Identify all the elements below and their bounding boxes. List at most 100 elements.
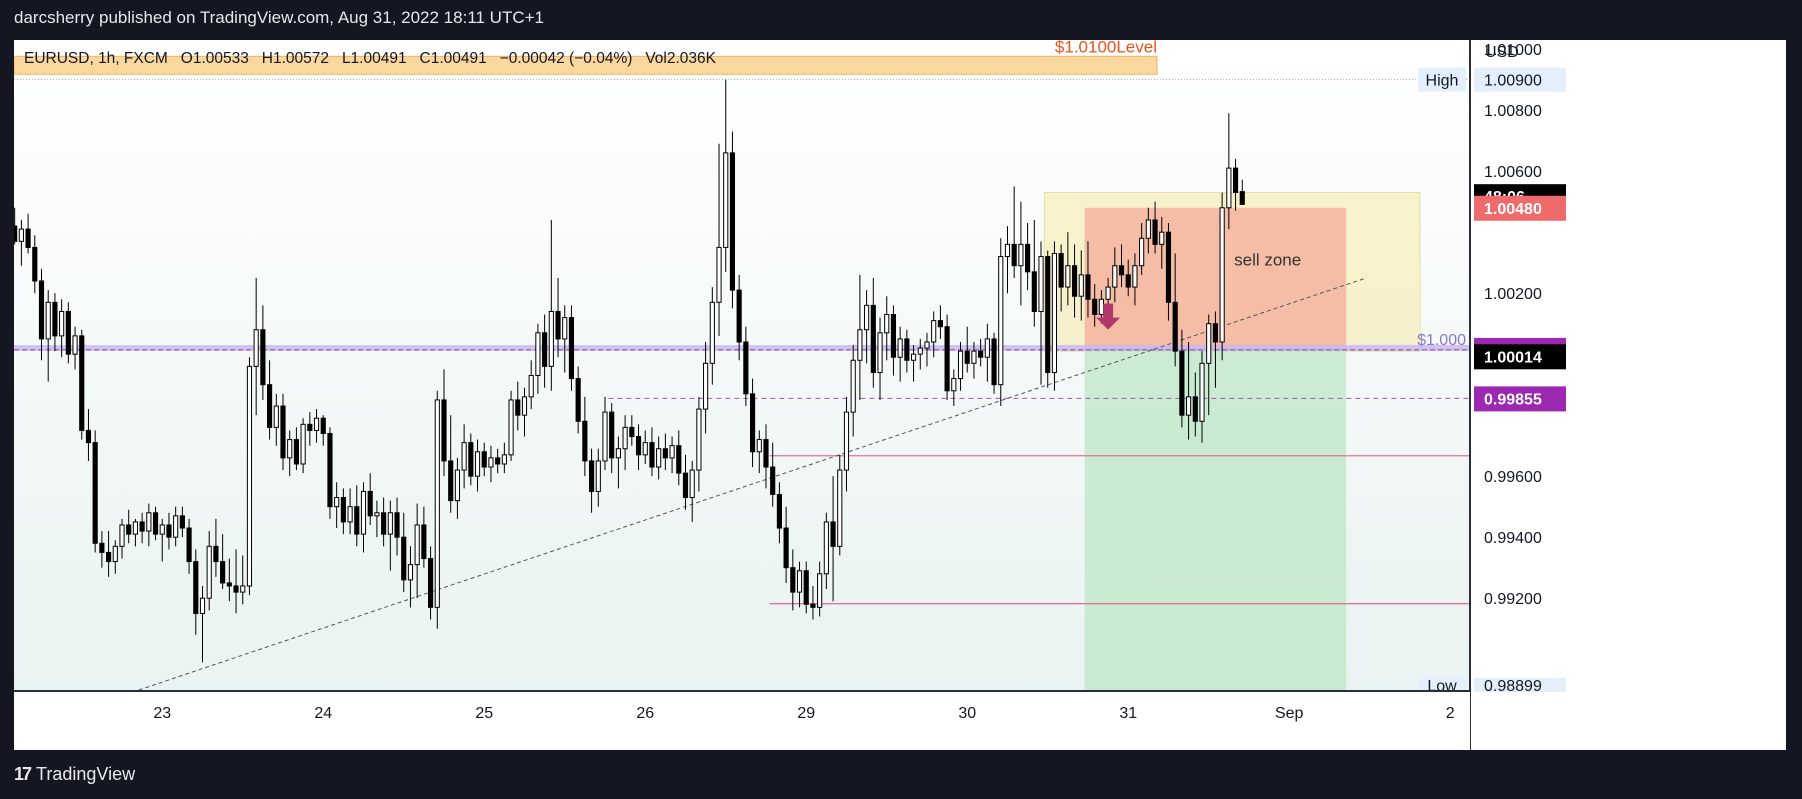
high-price-tag-bg — [1474, 67, 1566, 92]
candle-body-down — [776, 493, 782, 529]
candle-body-down — [126, 524, 132, 535]
candle-body-up — [917, 347, 923, 355]
candle-body-up — [984, 338, 990, 358]
candle-body-down — [186, 527, 192, 563]
candle — [1031, 219, 1037, 327]
candle-body-down — [582, 420, 588, 462]
high-tag-label: High — [1426, 73, 1459, 90]
candle — [166, 512, 172, 550]
candle — [1078, 250, 1084, 321]
candle-body-down — [676, 445, 682, 474]
candle-body-up — [1065, 265, 1071, 288]
candle-body-down — [1179, 350, 1185, 416]
candle-body-down — [52, 301, 58, 337]
candle — [937, 305, 943, 339]
candle — [1085, 241, 1091, 318]
candle-body-down — [327, 432, 333, 508]
candle-body-down — [1125, 274, 1131, 288]
legend-low: L1.00491 — [341, 50, 407, 67]
candle — [736, 274, 742, 361]
candle — [528, 360, 534, 410]
candle-body-up — [1112, 265, 1118, 288]
candle-body-down — [193, 561, 199, 614]
candle-body-up — [850, 359, 856, 413]
candle-body-down — [481, 451, 487, 468]
candle-body-up — [703, 362, 709, 410]
candle-body-up — [709, 301, 715, 364]
candle-body-down — [307, 423, 313, 431]
price-tick-label: 0.99200 — [1484, 591, 1542, 608]
candle — [199, 585, 206, 663]
candle — [548, 219, 554, 391]
candle-body-up — [1186, 396, 1192, 416]
candle — [1018, 201, 1024, 306]
candle-body-down — [25, 228, 31, 248]
candle — [776, 482, 782, 544]
candle — [1212, 311, 1219, 388]
candle — [521, 387, 528, 437]
candle — [555, 277, 561, 358]
candle-body-up — [877, 332, 883, 373]
time-tick-label: Sep — [1275, 705, 1304, 722]
candle-body-up — [374, 512, 380, 517]
tradingview-logo-icon: 17 — [14, 764, 32, 784]
candle-body-up — [360, 490, 367, 535]
candle-body-up — [253, 329, 259, 367]
candle — [280, 393, 286, 471]
candle-body-down — [662, 448, 668, 459]
candle — [488, 445, 494, 483]
candle-body-down — [394, 512, 400, 538]
candle-body-down — [85, 429, 92, 444]
candle-body-down — [555, 310, 561, 340]
chart-area[interactable]: $1.0100Level $1.000 sell zone USD 1.01000 1.0… — [14, 40, 1786, 750]
candle — [1045, 250, 1051, 388]
candle-body-down — [106, 551, 112, 563]
candle-body-down — [568, 317, 575, 380]
candle — [857, 274, 863, 400]
candle-body-up — [1199, 362, 1205, 422]
candle — [132, 518, 138, 547]
candle-body-down — [340, 497, 346, 523]
candle-body-up — [998, 256, 1004, 386]
candle — [320, 415, 326, 446]
candle — [139, 512, 145, 544]
candle — [588, 448, 595, 513]
candle — [1179, 329, 1185, 428]
candle — [796, 561, 803, 608]
candle-body-up — [173, 515, 179, 538]
candle — [1192, 372, 1198, 437]
candle — [65, 302, 71, 364]
candle — [1226, 113, 1232, 230]
candle-body-down — [220, 561, 226, 584]
axis-currency-label: USD — [1485, 44, 1519, 61]
candle — [246, 357, 253, 596]
candle — [535, 323, 541, 394]
candle — [924, 332, 930, 367]
candle — [354, 485, 360, 547]
parity-label: $1.000 — [1417, 332, 1466, 349]
candle-body-down — [381, 512, 387, 535]
candle — [1232, 158, 1239, 211]
low-price-tag: 0.98899 — [1484, 678, 1542, 695]
candle — [595, 448, 601, 507]
candle — [910, 345, 917, 382]
candle — [978, 338, 984, 367]
tradingview-footer[interactable]: 17 TradingView — [14, 764, 135, 785]
candle — [1219, 192, 1225, 361]
candle-body-up — [414, 524, 420, 566]
candle — [1165, 223, 1172, 321]
candle — [260, 305, 266, 400]
legend-symbol[interactable]: EURUSD, 1h, FXCM — [24, 50, 168, 67]
footer-brand: TradingView — [36, 764, 136, 784]
candle-body-down — [588, 460, 595, 492]
candle — [1145, 207, 1151, 254]
candle-body-up — [1098, 298, 1104, 316]
candle-body-up — [347, 506, 353, 523]
orange-level-label: $1.0100Level — [1055, 40, 1157, 56]
candle — [427, 546, 434, 620]
time-tick-label: 25 — [475, 705, 493, 722]
purple-price-tag: 0.99855 — [1484, 391, 1542, 408]
candle-body-up — [488, 457, 494, 468]
candle — [562, 305, 568, 373]
